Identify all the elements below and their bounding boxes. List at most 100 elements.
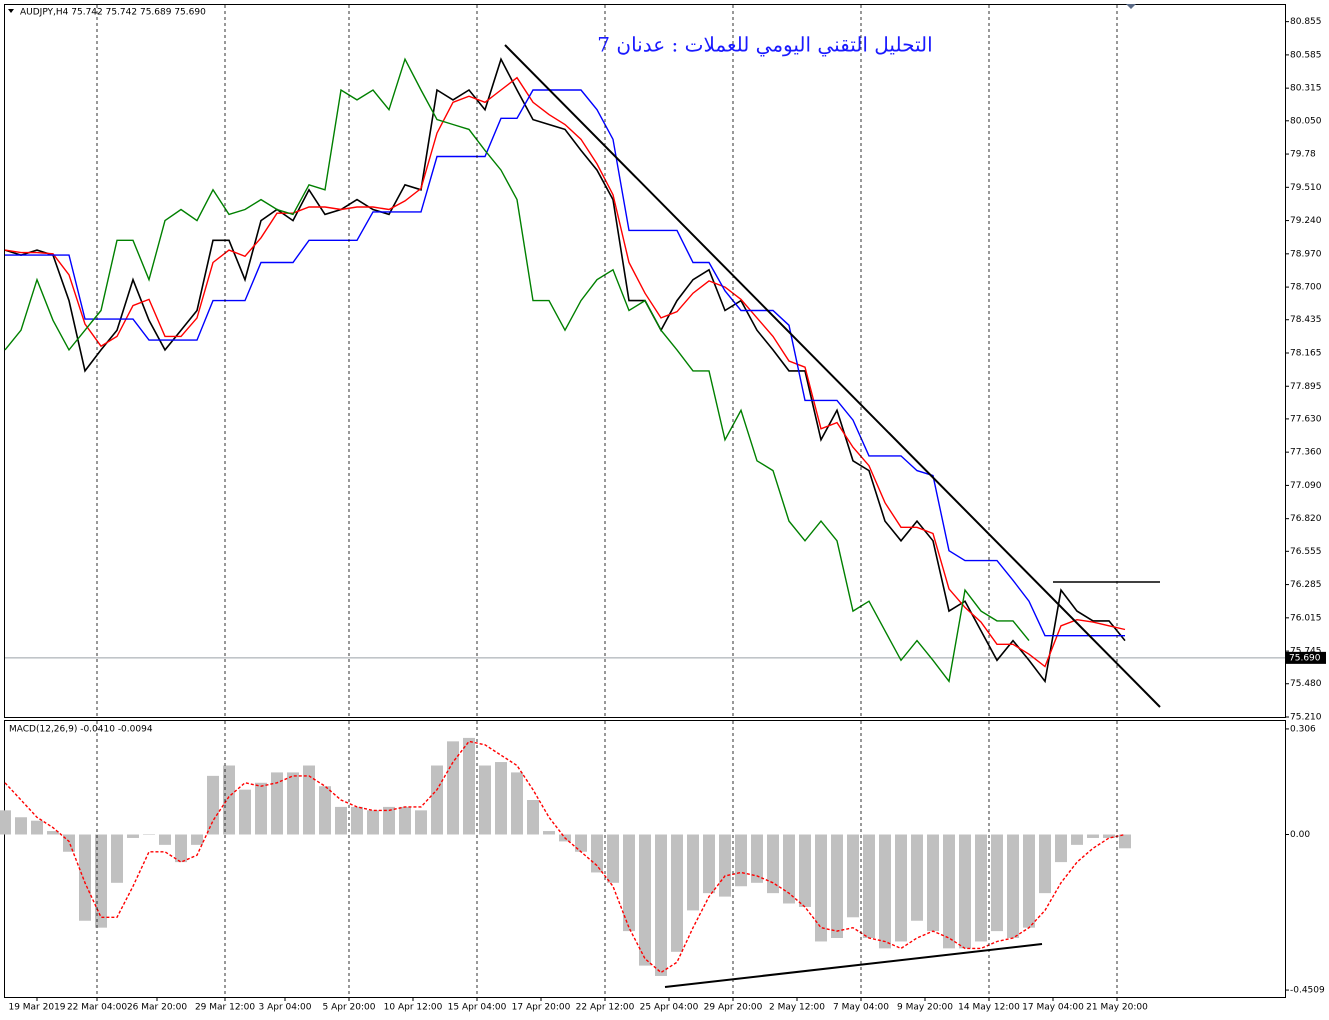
x-tick-label: 21 May 20:00	[1086, 1003, 1148, 1013]
macd-bar	[735, 834, 747, 887]
macd-bar	[815, 834, 827, 942]
y-tick-label: 78.700	[1290, 283, 1322, 293]
y-tick-label: 78.970	[1290, 249, 1322, 259]
macd-bar	[879, 834, 891, 949]
macd-bar	[687, 834, 699, 911]
macd-bar	[63, 834, 75, 852]
series-line	[4, 76, 1126, 668]
macd-bar	[479, 765, 491, 835]
x-tick-label: 26 Mar 20:00	[127, 1003, 187, 1013]
x-tick-label: 29 Mar 12:00	[195, 1003, 255, 1013]
x-tick-label: 15 Apr 04:00	[448, 1003, 507, 1013]
macd-bar	[895, 834, 907, 942]
x-tick-label: 17 May 04:00	[1022, 1003, 1084, 1013]
macd-bar	[1039, 834, 1051, 894]
macd-bar	[431, 765, 443, 835]
macd-bar	[975, 834, 987, 942]
macd-bar	[383, 806, 395, 835]
scroll-marker	[1126, 4, 1136, 9]
y-tick-label: 80.315	[1290, 84, 1322, 94]
macd-bar	[863, 834, 875, 939]
macd-bar	[367, 810, 379, 835]
macd-bar	[671, 834, 683, 952]
y-tick-label: 77.090	[1290, 481, 1322, 491]
macd-bar	[463, 737, 475, 835]
x-tick-label: 2 May 12:00	[769, 1003, 825, 1013]
macd-bar	[415, 810, 427, 835]
macd-bar	[639, 834, 651, 966]
menu-arrow[interactable]	[8, 9, 14, 13]
macd-bar	[335, 806, 347, 835]
macd-bar	[719, 834, 731, 897]
y-tick-label: 78.165	[1290, 348, 1322, 358]
y-tick-label: 75.210	[1290, 713, 1322, 723]
series-line	[5, 89, 1125, 637]
macd-pane	[4, 720, 1286, 998]
series-line	[4, 57, 1126, 684]
macd-bar	[351, 806, 363, 835]
y-tick-label: 76.820	[1290, 514, 1322, 524]
x-tick-label: 17 Apr 20:00	[512, 1003, 571, 1013]
y-tick-label: 79.240	[1290, 216, 1322, 226]
x-tick-label: 7 May 04:00	[833, 1003, 889, 1013]
macd-bar	[0, 810, 11, 835]
macd-bar	[175, 834, 187, 863]
y-tick-label: 77.360	[1290, 448, 1322, 458]
x-tick-label: 19 Mar 2019	[8, 1003, 65, 1013]
macd-bar	[1023, 834, 1035, 928]
y-tick-label: 75.745	[1290, 647, 1322, 657]
price-header: AUDJPY,H4 75.742 75.742 75.689 75.690	[20, 8, 206, 18]
macd-bar	[1007, 834, 1019, 939]
macd-bar	[783, 834, 795, 904]
macd-bar	[143, 834, 155, 836]
macd-bar	[655, 834, 667, 976]
macd-bar	[191, 834, 203, 845]
macd-bar	[399, 806, 411, 835]
y-tick-label: 78.435	[1290, 315, 1322, 325]
x-tick-label: 29 Apr 20:00	[704, 1003, 763, 1013]
macd-trend-line	[664, 943, 1043, 988]
y-tick-label: 76.015	[1290, 613, 1322, 623]
macd-bar	[319, 786, 331, 835]
macd-bar	[47, 831, 59, 835]
y-tick-label: 76.555	[1290, 547, 1322, 557]
macd-bar	[1087, 834, 1099, 838]
y-tick-label: 76.285	[1290, 580, 1322, 590]
x-tick-label: 25 Apr 04:00	[640, 1003, 699, 1013]
price-pane	[4, 4, 1286, 718]
macd-bar	[847, 834, 859, 918]
macd-bar	[991, 834, 1003, 932]
macd-bar	[159, 834, 171, 845]
x-tick-label: 14 May 12:00	[958, 1003, 1020, 1013]
macd-bar	[511, 772, 523, 835]
x-tick-label: 22 Apr 12:00	[576, 1003, 635, 1013]
macd-bar	[751, 834, 763, 883]
macd-bar	[303, 765, 315, 835]
x-tick-label: 5 Apr 20:00	[323, 1003, 376, 1013]
y-tick-label: 77.630	[1290, 414, 1322, 424]
macd-bar	[31, 820, 43, 835]
macd-header: MACD(12,26,9) -0.0410 -0.0094	[9, 725, 153, 735]
macd-bar	[111, 834, 123, 883]
macd-bar	[623, 834, 635, 932]
y-tick-label: 80.585	[1290, 50, 1322, 60]
macd-bar	[495, 762, 507, 835]
macd-bar	[127, 834, 139, 838]
macd-bar	[95, 834, 107, 928]
macd-bar	[207, 775, 219, 835]
macd-bar	[79, 834, 91, 921]
macd-bar	[287, 772, 299, 835]
y-tick-label: 79.510	[1290, 183, 1322, 193]
macd-bar	[927, 834, 939, 932]
macd-bar	[703, 834, 715, 894]
macd-bar	[543, 831, 555, 835]
macd-bar	[15, 817, 27, 835]
trend-line	[504, 44, 1161, 708]
y-tick-label: -0.4509	[1290, 986, 1325, 996]
macd-bar	[943, 834, 955, 949]
macd-bar	[911, 834, 923, 921]
y-tick-label: 79.78	[1290, 150, 1316, 160]
y-tick-label: 75.480	[1290, 679, 1322, 689]
y-tick-label: 0.306	[1290, 724, 1316, 734]
